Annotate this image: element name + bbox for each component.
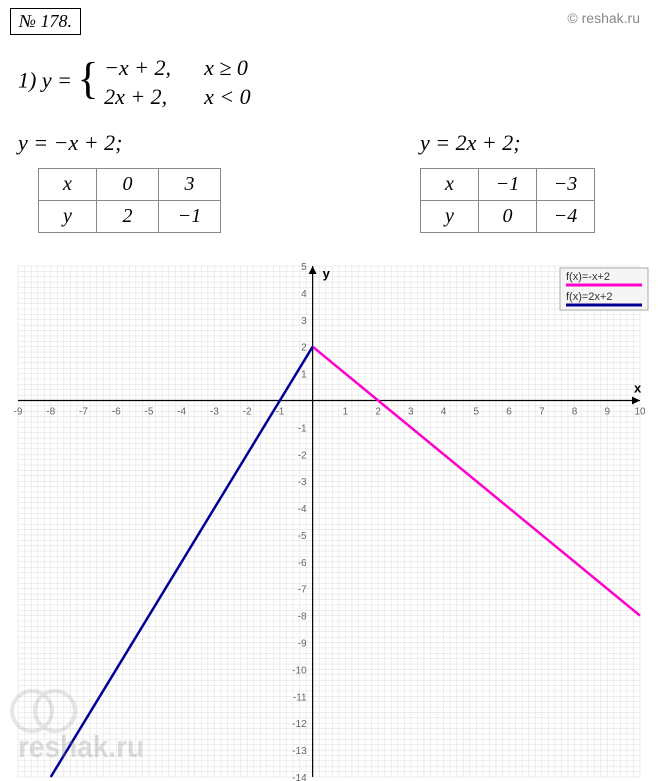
svg-text:f(x)=2x+2: f(x)=2x+2 <box>566 291 612 303</box>
table-cell: x <box>421 169 479 201</box>
svg-text:-8: -8 <box>46 406 55 417</box>
svg-text:-1: -1 <box>275 406 284 417</box>
svg-text:9: 9 <box>604 406 610 417</box>
svg-text:-7: -7 <box>79 406 88 417</box>
svg-text:6: 6 <box>506 406 512 417</box>
table-cell: −3 <box>537 169 595 201</box>
svg-text:-6: -6 <box>298 558 307 569</box>
value-table-2: x −1 −3 y 0 −4 <box>420 168 595 233</box>
svg-text:2: 2 <box>375 406 381 417</box>
table-row: x −1 −3 <box>421 169 595 201</box>
table-cell: 3 <box>159 169 221 201</box>
table-cell: y <box>39 201 97 233</box>
svg-text:-2: -2 <box>298 450 307 461</box>
svg-text:8: 8 <box>572 406 578 417</box>
svg-text:-11: -11 <box>293 692 307 703</box>
svg-text:-14: -14 <box>292 773 307 781</box>
svg-text:1: 1 <box>343 406 349 417</box>
svg-text:-7: -7 <box>298 585 307 596</box>
svg-text:10: 10 <box>634 406 646 417</box>
table-row: y 2 −1 <box>39 201 221 233</box>
table-cell: 0 <box>479 201 537 233</box>
svg-text:5: 5 <box>474 406 480 417</box>
svg-text:f(x)=-x+2: f(x)=-x+2 <box>566 271 610 283</box>
svg-text:4: 4 <box>301 289 307 300</box>
svg-text:x: x <box>634 380 642 395</box>
svg-text:-10: -10 <box>292 665 307 676</box>
svg-text:4: 4 <box>441 406 447 417</box>
piecewise-body: −x + 2, x ≥ 0 2x + 2, x < 0 <box>104 54 251 111</box>
copyright-text: © reshak.ru <box>567 10 640 26</box>
piecewise-function: 1) y = { −x + 2, x ≥ 0 2x + 2, x < 0 <box>18 54 251 111</box>
svg-text:-5: -5 <box>144 406 153 417</box>
svg-text:-3: -3 <box>298 477 307 488</box>
svg-text:5: 5 <box>301 262 307 273</box>
table-row: y 0 −4 <box>421 201 595 233</box>
svg-text:-12: -12 <box>292 719 307 730</box>
table-cell: x <box>39 169 97 201</box>
svg-text:-9: -9 <box>298 639 307 650</box>
function-chart: -9-8-7-6-5-4-3-2-112345678910-14-13-12-1… <box>0 262 658 781</box>
svg-text:-2: -2 <box>243 406 252 417</box>
svg-text:-4: -4 <box>298 504 307 515</box>
svg-text:-3: -3 <box>210 406 219 417</box>
svg-text:y: y <box>323 266 331 281</box>
svg-text:3: 3 <box>301 316 307 327</box>
watermark-text: reshak.ru <box>18 729 144 764</box>
table-row: x 0 3 <box>39 169 221 201</box>
equation-2: y = 2x + 2; <box>420 130 521 156</box>
svg-text:-13: -13 <box>292 746 307 757</box>
piecewise-prefix: 1) y = <box>18 68 77 93</box>
table-cell: 2 <box>97 201 159 233</box>
pw-row2-cond: x < 0 <box>204 83 251 112</box>
svg-text:2: 2 <box>301 343 307 354</box>
problem-number-badge: № 178. <box>10 8 81 35</box>
pw-row1-expr: −x + 2, <box>104 54 204 83</box>
svg-text:-9: -9 <box>14 406 23 417</box>
svg-text:3: 3 <box>408 406 414 417</box>
svg-text:-5: -5 <box>298 531 307 542</box>
pw-row2-expr: 2x + 2, <box>104 83 204 112</box>
svg-text:-6: -6 <box>112 406 121 417</box>
table-cell: y <box>421 201 479 233</box>
table-cell: −1 <box>159 201 221 233</box>
table-cell: −1 <box>479 169 537 201</box>
pw-row1-cond: x ≥ 0 <box>204 54 248 83</box>
svg-text:1: 1 <box>301 370 307 381</box>
table-cell: 0 <box>97 169 159 201</box>
brace-icon: { <box>77 53 98 104</box>
svg-text:-8: -8 <box>298 612 307 623</box>
svg-text:-1: -1 <box>298 423 307 434</box>
svg-text:7: 7 <box>539 406 545 417</box>
equation-1: y = −x + 2; <box>18 130 122 156</box>
table-cell: −4 <box>537 201 595 233</box>
value-table-1: x 0 3 y 2 −1 <box>38 168 221 233</box>
svg-text:-4: -4 <box>177 406 186 417</box>
